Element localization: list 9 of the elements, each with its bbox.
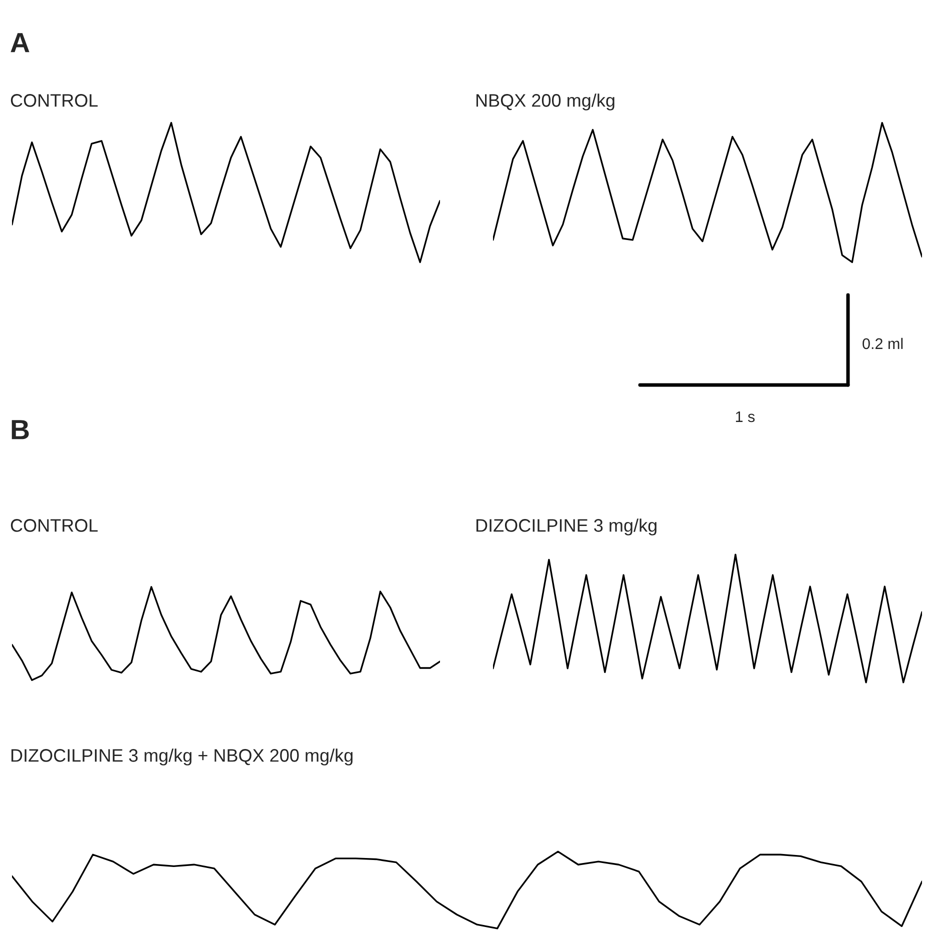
text: A: [10, 33, 30, 52]
chart-title: CONTROL: [10, 94, 98, 107]
chart-title: DIZOCILPINE 3 mg/kg + NBQX 200 mg/kg: [11, 748, 353, 766]
chart-title: DIZOCILPINE 3 mg/kg: [476, 518, 656, 536]
chart-title: CONTROL: [10, 519, 98, 532]
text: B: [12, 420, 29, 440]
text: 0.2 ml: [862, 338, 903, 350]
text: 1 s: [736, 411, 755, 422]
chart-title: NBQX 200 mg/kg: [476, 94, 614, 110]
